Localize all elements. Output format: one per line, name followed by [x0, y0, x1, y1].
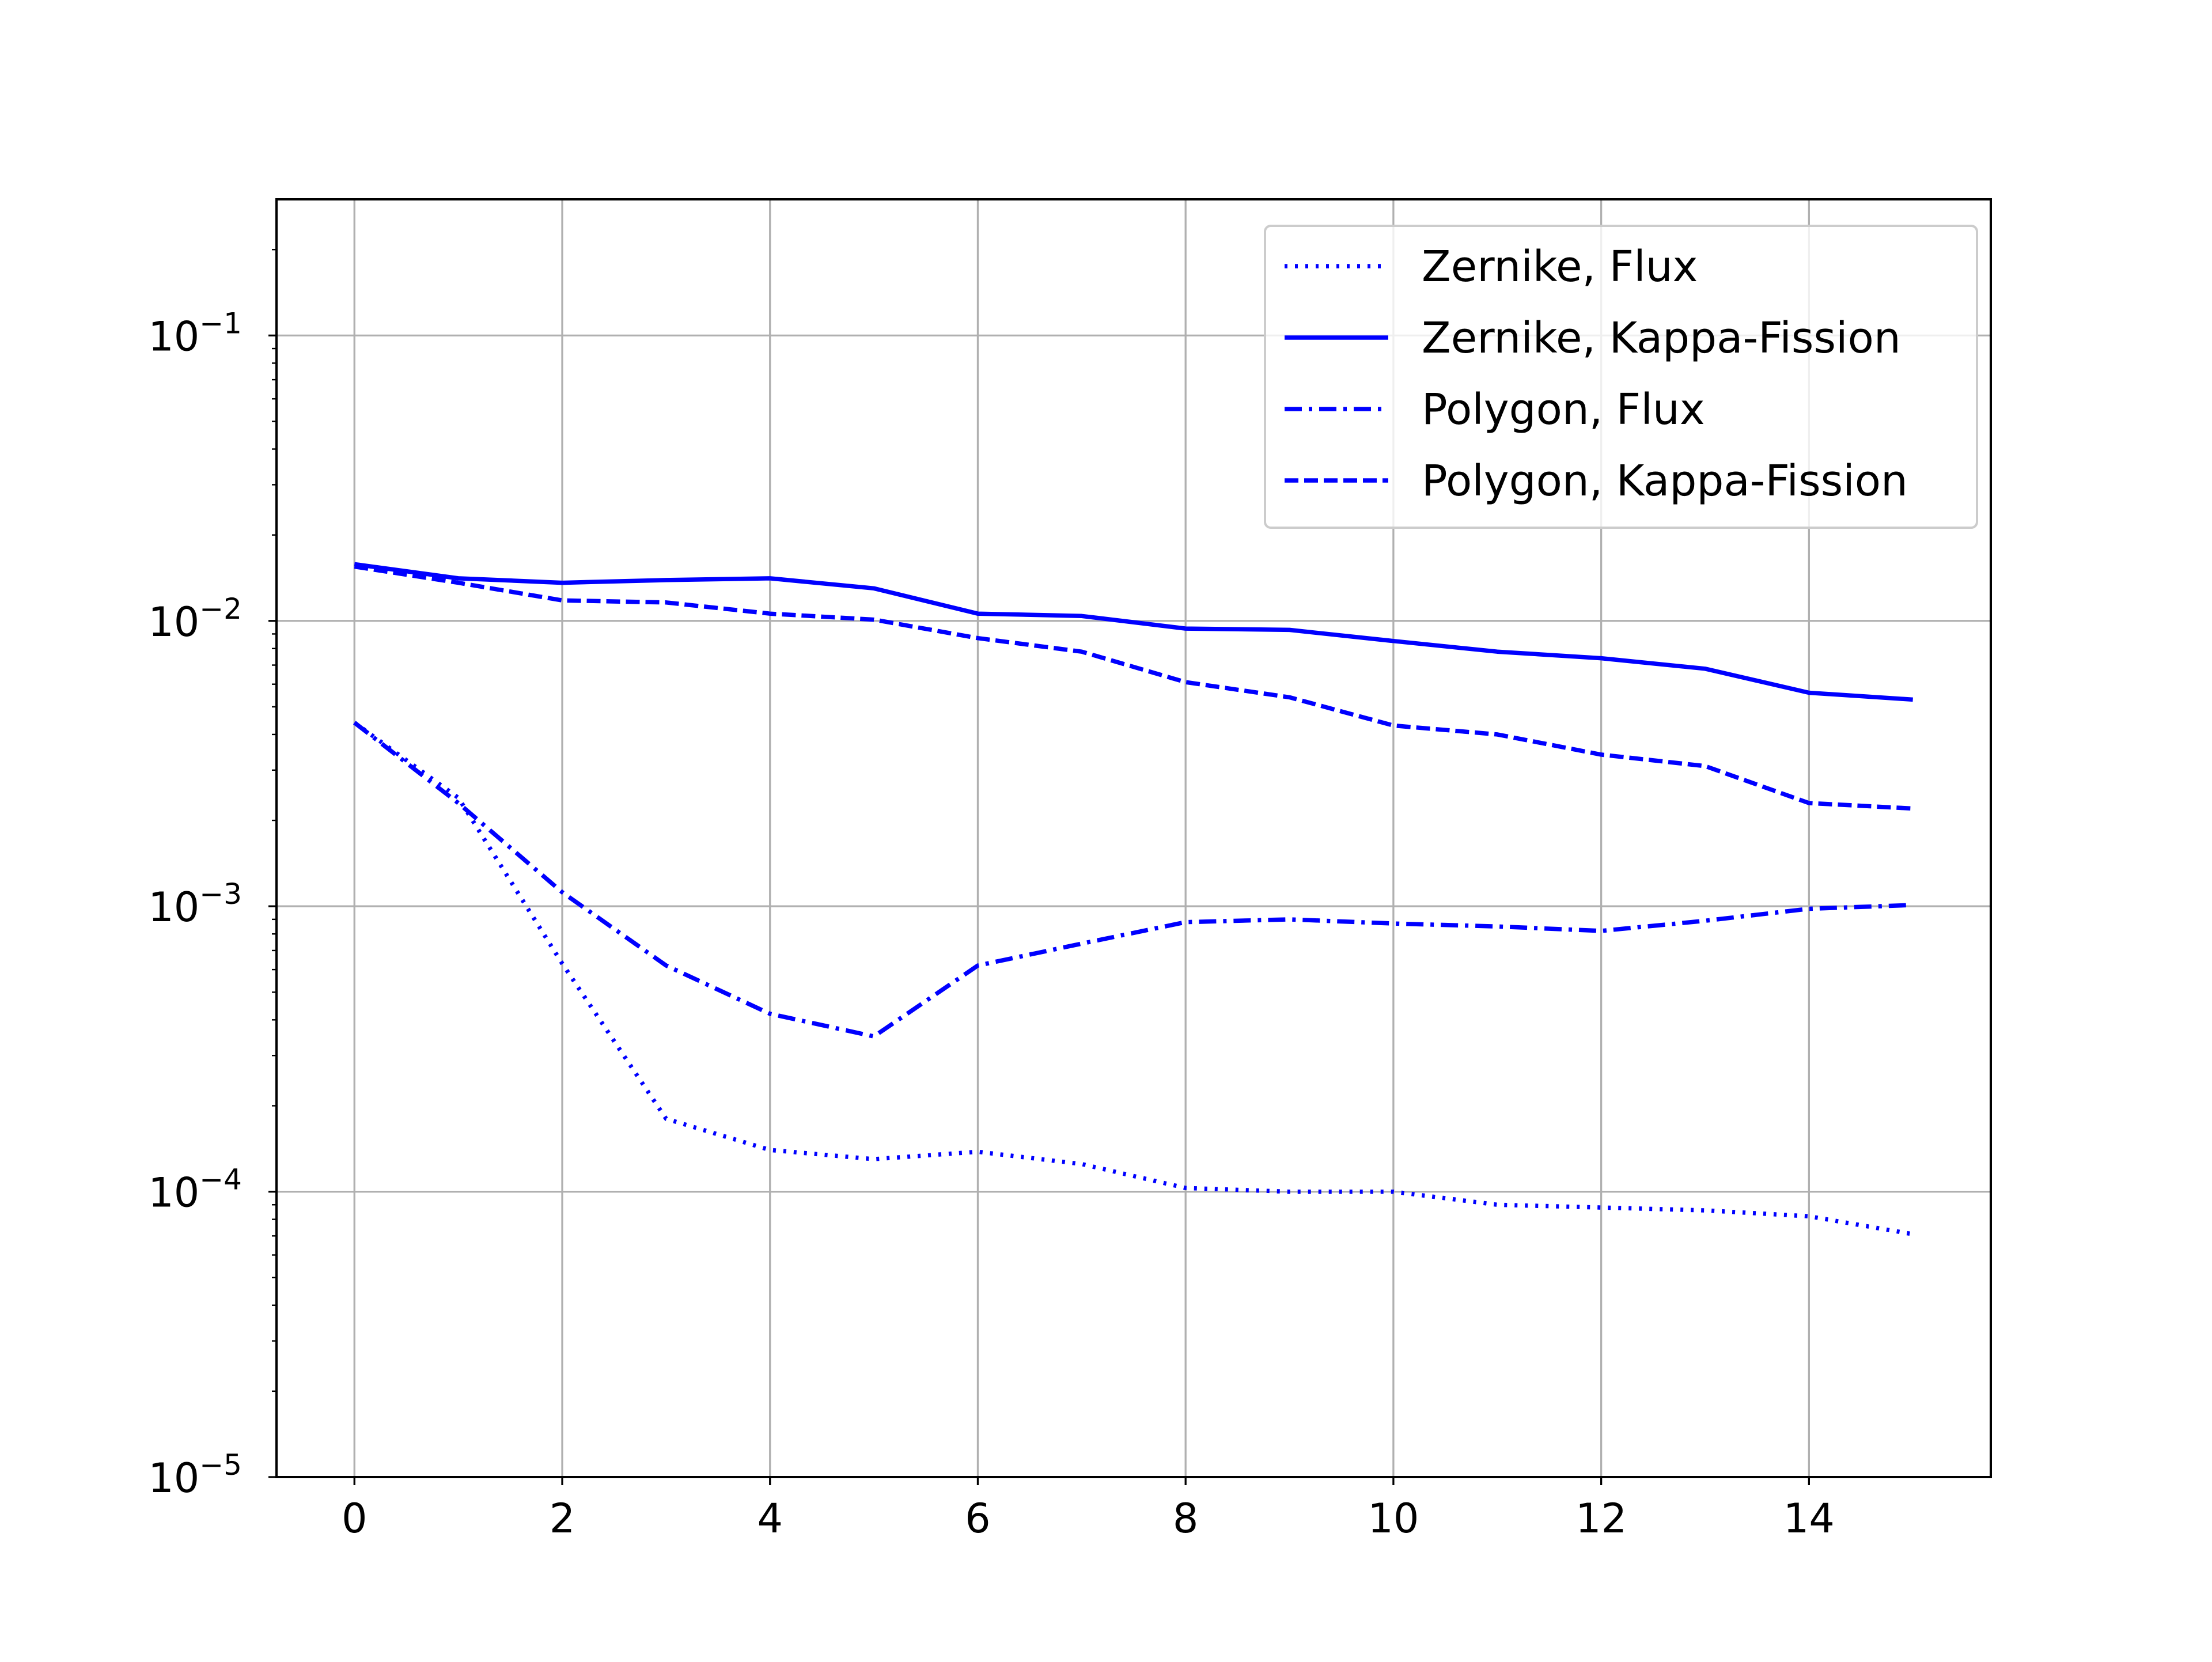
series-line-zernike-flux — [353, 721, 1914, 1236]
y-tick-label: 10−1 — [148, 306, 242, 360]
y-tick-label-exponent: −1 — [199, 306, 242, 340]
x-tick-label: 0 — [342, 1495, 368, 1542]
y-tick-label-base: 10 — [148, 1455, 199, 1502]
x-tick-label: 10 — [1368, 1495, 1419, 1542]
x-tick-label: 2 — [550, 1495, 575, 1542]
legend: Zernike, Flux Zernike, Kappa-Fission Polyg… — [1264, 225, 1978, 529]
x-tick-label: 14 — [1783, 1495, 1835, 1542]
legend-label: Zernike, Flux — [1422, 242, 1698, 291]
y-tick-label-exponent: −5 — [199, 1448, 242, 1482]
x-tick-label: 4 — [757, 1495, 783, 1542]
y-tick-label-base: 10 — [148, 884, 199, 931]
legend-label: Zernike, Kappa-Fission — [1422, 313, 1901, 363]
plot-area-frame — [275, 198, 1992, 1478]
y-tick-label-base: 10 — [148, 313, 199, 360]
series-line-polygon-kappa-fission — [354, 564, 1913, 811]
series-lines — [353, 562, 1914, 1236]
x-tick-label: 8 — [1173, 1495, 1199, 1542]
y-tick-label-exponent: −4 — [199, 1163, 242, 1197]
series-line-zernike-kappa-fission — [354, 562, 1913, 702]
y-tick-label: 10−2 — [148, 592, 242, 646]
x-tick-label: 6 — [965, 1495, 991, 1542]
y-tick-label-exponent: −2 — [199, 592, 242, 626]
series-line-polygon-flux — [353, 721, 1913, 1039]
y-tick-label: 10−5 — [148, 1448, 242, 1502]
y-tick-label-base: 10 — [148, 599, 199, 646]
y-tick-label-base: 10 — [148, 1169, 199, 1217]
y-tick-label: 10−4 — [148, 1163, 242, 1217]
y-tick-label-exponent: −3 — [199, 877, 242, 911]
legend-label: Polygon, Kappa-Fission — [1422, 456, 1908, 506]
x-tick-label: 12 — [1575, 1495, 1627, 1542]
y-tick-label: 10−3 — [148, 877, 242, 931]
legend-box — [1264, 225, 1978, 529]
legend-label: Polygon, Flux — [1422, 385, 1705, 434]
